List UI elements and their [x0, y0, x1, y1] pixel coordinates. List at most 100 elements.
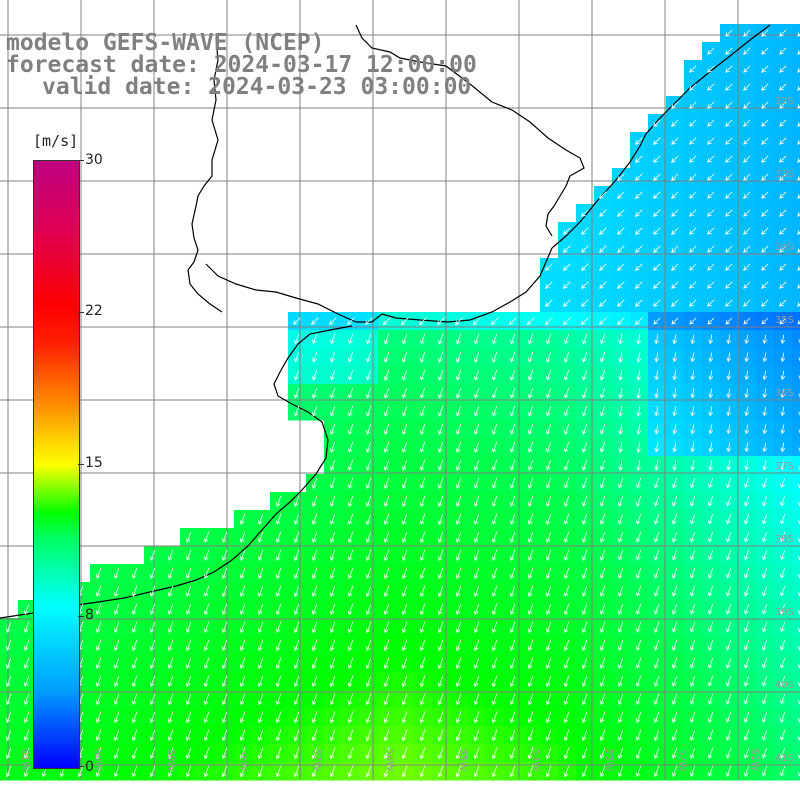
wind-arrow-head	[113, 592, 119, 597]
wind-arrow-head	[131, 664, 137, 669]
wind-arrow	[348, 477, 354, 489]
wind-arrow	[456, 495, 462, 507]
wind-arrow-head	[239, 610, 245, 615]
wind-arrow-head	[491, 700, 497, 706]
wind-arrow	[222, 711, 228, 723]
wind-arrow	[708, 747, 714, 759]
wind-arrow	[420, 459, 426, 471]
wind-arrow	[330, 693, 336, 705]
wind-arrow	[420, 405, 426, 417]
wind-arrow	[743, 137, 751, 145]
wind-cell	[792, 654, 800, 673]
wind-arrow	[312, 585, 318, 597]
wind-arrow	[725, 191, 733, 199]
wind-arrow	[743, 299, 751, 307]
wind-cell	[792, 150, 800, 169]
wind-arrow-head	[419, 610, 425, 616]
wind-arrow-head	[654, 393, 660, 399]
wind-arrow-head	[347, 538, 353, 543]
wind-arrow-head	[563, 592, 569, 597]
wind-arrow-head	[545, 628, 551, 634]
wind-arrow	[581, 299, 589, 307]
wind-arrow	[312, 495, 318, 507]
wind-arrow	[707, 101, 715, 109]
wind-arrow-head	[329, 718, 335, 724]
wind-arrow	[761, 47, 769, 55]
wind-arrow-head	[347, 718, 353, 724]
wind-arrow-head	[275, 664, 281, 670]
wind-arrow-head	[221, 646, 227, 652]
wind-arrow	[528, 603, 534, 615]
wind-arrow	[420, 513, 426, 525]
wind-arrow-head	[545, 736, 551, 742]
wind-arrow-head	[599, 266, 604, 271]
wind-arrow-head	[311, 736, 317, 742]
wind-arrow-head	[311, 502, 317, 507]
wind-arrow-head	[581, 700, 587, 706]
wind-arrow-head	[59, 772, 65, 778]
wind-arrow	[96, 693, 102, 705]
wind-arrow	[599, 191, 607, 199]
wind-arrow	[510, 693, 516, 705]
wind-arrow-head	[563, 230, 568, 235]
wind-arrow	[780, 514, 786, 524]
wind-arrow-head	[600, 393, 605, 399]
wind-arrow-head	[401, 610, 407, 616]
wind-arrow	[600, 621, 606, 633]
wind-arrow	[708, 549, 714, 561]
wind-arrow	[797, 285, 800, 289]
wind-arrow-head	[744, 700, 749, 705]
wind-arrow-head	[545, 302, 550, 307]
wind-arrow	[258, 639, 264, 651]
wind-arrow	[168, 639, 174, 651]
wind-arrow	[222, 603, 228, 615]
wind-arrow	[707, 263, 715, 271]
wind-arrow-head	[437, 484, 443, 489]
wind-cell	[792, 708, 800, 727]
wind-arrow	[690, 621, 696, 633]
wind-arrow	[150, 585, 156, 597]
wind-arrow-head	[473, 664, 479, 670]
wind-arrow	[599, 209, 607, 217]
wind-arrow	[492, 585, 498, 597]
wind-arrow	[689, 173, 697, 181]
wind-arrow-head	[383, 448, 389, 453]
wind-arrow-head	[690, 483, 695, 489]
wind-arrow	[618, 513, 624, 525]
wind-arrow	[761, 227, 769, 235]
wind-arrow	[510, 549, 516, 561]
wind-arrow-head	[95, 664, 101, 669]
wind-arrow-head	[779, 248, 784, 253]
wind-arrow	[96, 675, 102, 687]
wind-arrow	[240, 585, 246, 597]
wind-arrow	[762, 550, 768, 560]
wind-arrow	[564, 423, 570, 435]
wind-arrow-head	[761, 772, 767, 777]
wind-arrow-head	[635, 682, 641, 687]
wind-arrow-head	[707, 266, 712, 271]
wind-arrow	[727, 352, 731, 362]
wind-arrow	[797, 33, 800, 37]
wind-arrow-head	[528, 430, 533, 435]
wind-arrow-head	[761, 86, 766, 91]
wind-arrow-head	[491, 520, 497, 525]
wind-arrow-head	[491, 592, 497, 598]
wind-arrow	[492, 621, 498, 633]
wind-arrow-head	[761, 230, 766, 235]
lat-label: 39S	[775, 607, 794, 618]
wind-arrow-head	[131, 574, 137, 579]
wind-arrow-head	[149, 592, 155, 597]
wind-arrow-head	[221, 682, 227, 688]
wind-arrow-head	[545, 754, 551, 760]
wind-arrow-head	[599, 574, 605, 579]
wind-arrow-head	[419, 772, 425, 778]
wind-arrow-head	[437, 592, 443, 598]
wind-arrow-head	[581, 718, 587, 724]
wind-arrow	[654, 531, 660, 543]
wind-arrow	[689, 83, 697, 91]
wind-arrow	[402, 531, 408, 543]
wind-arrow	[474, 549, 480, 561]
wind-arrow-head	[744, 447, 750, 453]
wind-arrow	[348, 765, 354, 777]
wind-arrow-head	[725, 320, 730, 325]
